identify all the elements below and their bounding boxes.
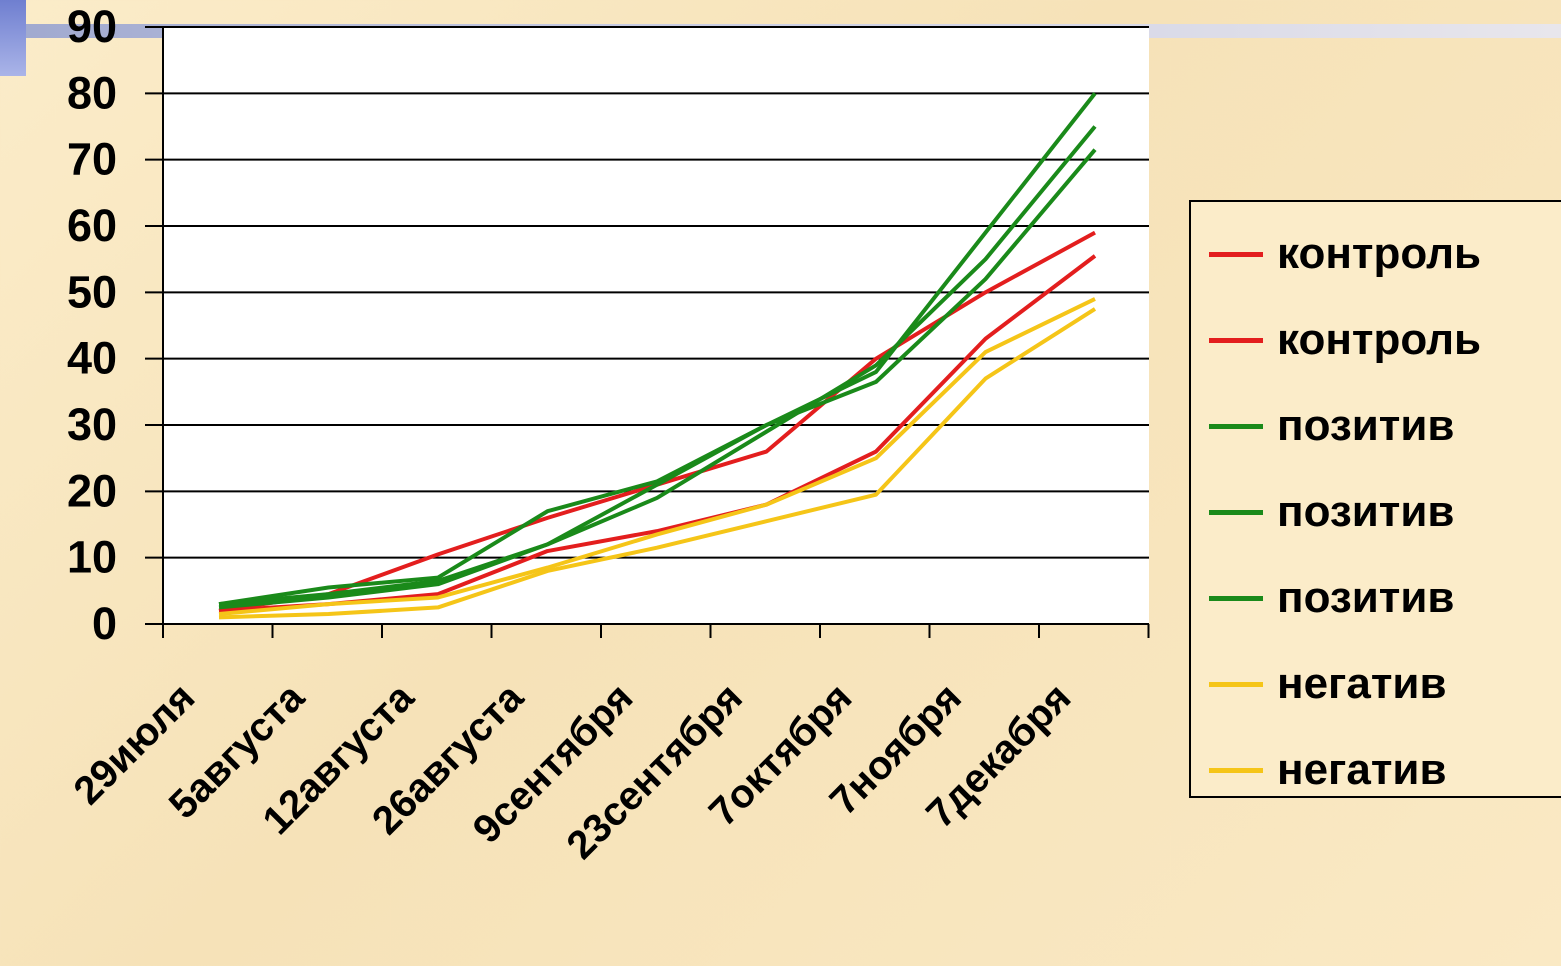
legend-item: позитив bbox=[1209, 568, 1454, 628]
series-line bbox=[218, 307, 1097, 620]
series-line bbox=[218, 92, 1097, 607]
legend-item: позитив bbox=[1209, 482, 1454, 542]
y-tick-label: 90 bbox=[67, 1, 117, 52]
line-chart: 0 10 20 30 40 50 60 70 80 90 29июля5августа12авгу… bbox=[65, 1, 1150, 868]
y-tick-label: 20 bbox=[67, 465, 117, 516]
legend-label: негатив bbox=[1277, 659, 1447, 708]
legend-swatch bbox=[1209, 681, 1263, 687]
legend-swatch bbox=[1209, 423, 1263, 429]
y-tick-label: 10 bbox=[67, 532, 117, 583]
series-line bbox=[218, 125, 1097, 607]
legend-item: негатив bbox=[1209, 654, 1447, 714]
legend-swatch bbox=[1209, 767, 1263, 773]
legend-item: негатив bbox=[1209, 740, 1447, 800]
y-tick-label: 40 bbox=[67, 333, 117, 384]
legend-item: позитив bbox=[1209, 396, 1454, 456]
legend: контроль контроль позитив позитив позитив нег… bbox=[1189, 200, 1561, 798]
y-tick-label: 0 bbox=[92, 598, 117, 649]
legend-swatch bbox=[1209, 595, 1263, 601]
series-line bbox=[218, 148, 1097, 610]
y-axis-ticks: 0 10 20 30 40 50 60 70 80 90 bbox=[67, 1, 163, 649]
legend-label: негатив bbox=[1277, 745, 1447, 794]
legend-label: контроль bbox=[1277, 315, 1482, 364]
y-tick-label: 30 bbox=[67, 399, 117, 450]
legend-item: контроль bbox=[1209, 310, 1481, 370]
y-tick-label: 80 bbox=[67, 67, 117, 118]
series-lines bbox=[218, 92, 1097, 620]
series-line bbox=[218, 297, 1096, 617]
x-axis-ticks: 29июля5августа12августа26августа9сентябр… bbox=[65, 624, 1150, 868]
y-tick-label: 70 bbox=[67, 134, 117, 185]
legend-label: позитив bbox=[1277, 573, 1455, 622]
legend-swatch bbox=[1209, 509, 1263, 515]
legend-label: позитив bbox=[1277, 487, 1455, 536]
legend-swatch bbox=[1209, 251, 1263, 257]
axes bbox=[145, 27, 1149, 625]
y-tick-label: 50 bbox=[67, 266, 117, 317]
legend-label: контроль bbox=[1277, 229, 1482, 278]
decorative-accent-square bbox=[0, 0, 26, 76]
legend-swatch bbox=[1209, 337, 1263, 343]
plot-area bbox=[163, 27, 1149, 624]
legend-label: позитив bbox=[1277, 401, 1455, 450]
y-tick-label: 60 bbox=[67, 200, 117, 251]
legend-item: контроль bbox=[1209, 224, 1481, 284]
